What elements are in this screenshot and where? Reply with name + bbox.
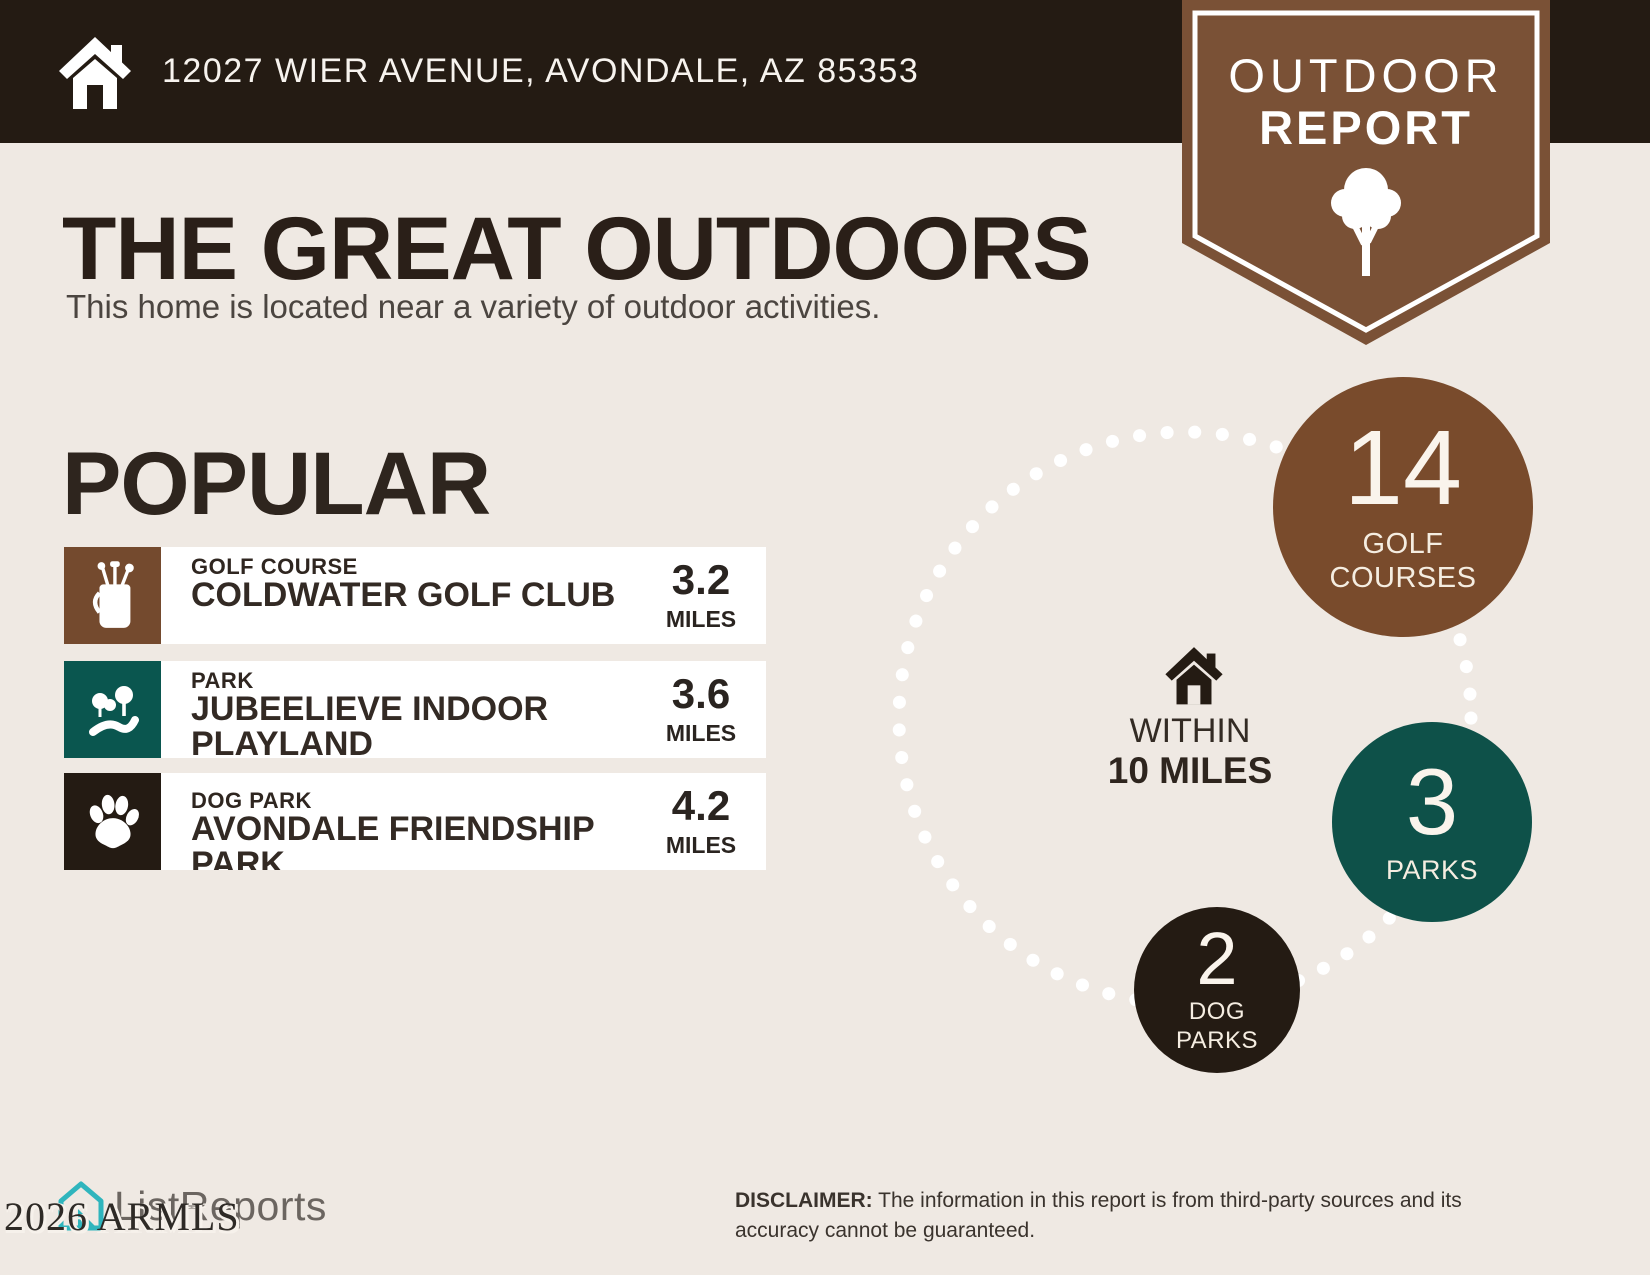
- card-distance: 3.6 MILES: [636, 661, 766, 758]
- badge-title-line1: OUTDOOR: [1228, 49, 1504, 102]
- armls-watermark: 2026 ARMLS: [4, 1194, 240, 1239]
- radius-label-line1: WITHIN: [1129, 712, 1251, 750]
- card-distance: 3.2 MILES: [636, 547, 766, 644]
- listreports-house-icon: [58, 1181, 104, 1231]
- distance-unit: MILES: [665, 831, 737, 858]
- card-name: COLDWATER GOLF CLUB: [191, 576, 616, 614]
- golf-courses-bubble: 14 GOLF COURSES: [1273, 377, 1533, 637]
- parks-bubble: 3 PARKS: [1332, 722, 1532, 922]
- listreports-logo: ListReports: [58, 1180, 327, 1232]
- golf-bag-icon: [92, 560, 134, 628]
- paw-icon: [89, 794, 139, 848]
- page-title: THE GREAT OUTDOORS: [62, 198, 1092, 298]
- radius-label-line2: 10 MILES: [1107, 750, 1273, 791]
- card-name: JUBEELIEVE INDOOR PLAYLAND: [191, 690, 549, 759]
- card-category: GOLF COURSE: [191, 554, 358, 579]
- card-category: DOG PARK: [191, 788, 312, 813]
- home-center-icon: [1165, 647, 1223, 705]
- dog-parks-label: DOG PARKS: [1175, 998, 1259, 1055]
- dog-parks-bubble: 2 DOG PARKS: [1134, 907, 1300, 1073]
- distance-value: 3.6: [671, 669, 731, 717]
- parks-label: PARKS: [1385, 855, 1479, 886]
- distance-unit: MILES: [665, 719, 737, 746]
- golf-courses-count: 14: [1344, 408, 1462, 527]
- listreports-logo-text: ListReports: [114, 1182, 327, 1229]
- golf-courses-label: GOLF COURSES: [1329, 527, 1477, 595]
- home-icon: [59, 37, 131, 109]
- dog-parks-count: 2: [1196, 917, 1238, 1001]
- card-category: PARK: [191, 668, 254, 693]
- disclaimer: DISCLAIMER: The information in this repo…: [735, 1186, 1615, 1246]
- parks-count: 3: [1405, 749, 1459, 855]
- outdoor-item-card: GOLF COURSE COLDWATER GOLF CLUB 3.2 MILE…: [64, 547, 766, 644]
- category-tile: [64, 661, 161, 758]
- card-text: PARK JUBEELIEVE INDOOR PLAYLAND: [161, 661, 636, 758]
- page-subtitle: This home is located near a variety of o…: [66, 288, 881, 325]
- park-trees-icon: [88, 685, 139, 736]
- card-name: AVONDALE FRIENDSHIP PARK: [191, 810, 595, 871]
- distance-value: 3.2: [671, 555, 731, 603]
- category-tile: [64, 773, 161, 870]
- disclaimer-label: DISCLAIMER:: [735, 1189, 873, 1212]
- outdoor-item-card: DOG PARK AVONDALE FRIENDSHIP PARK 4.2 MI…: [64, 773, 766, 870]
- property-address: 12027 WIER AVENUE, AVONDALE, AZ 85353: [162, 52, 920, 90]
- badge-title-line2: REPORT: [1259, 101, 1473, 154]
- distance-unit: MILES: [665, 605, 737, 632]
- tree-icon: [1331, 168, 1401, 276]
- disclaimer-line1: DISCLAIMER: The information in this repo…: [735, 1189, 1462, 1212]
- popular-section-title: POPULAR: [62, 433, 491, 533]
- category-tile: [64, 547, 161, 644]
- card-distance: 4.2 MILES: [636, 773, 766, 870]
- outdoor-item-card: PARK JUBEELIEVE INDOOR PLAYLAND 3.6 MILE…: [64, 661, 766, 758]
- disclaimer-line2: accuracy cannot be guaranteed.: [735, 1219, 1036, 1242]
- outdoor-report-badge: OUTDOOR REPORT: [1182, 0, 1550, 348]
- distance-value: 4.2: [671, 781, 731, 829]
- card-text: GOLF COURSE COLDWATER GOLF CLUB: [161, 547, 636, 644]
- card-text: DOG PARK AVONDALE FRIENDSHIP PARK: [161, 773, 636, 870]
